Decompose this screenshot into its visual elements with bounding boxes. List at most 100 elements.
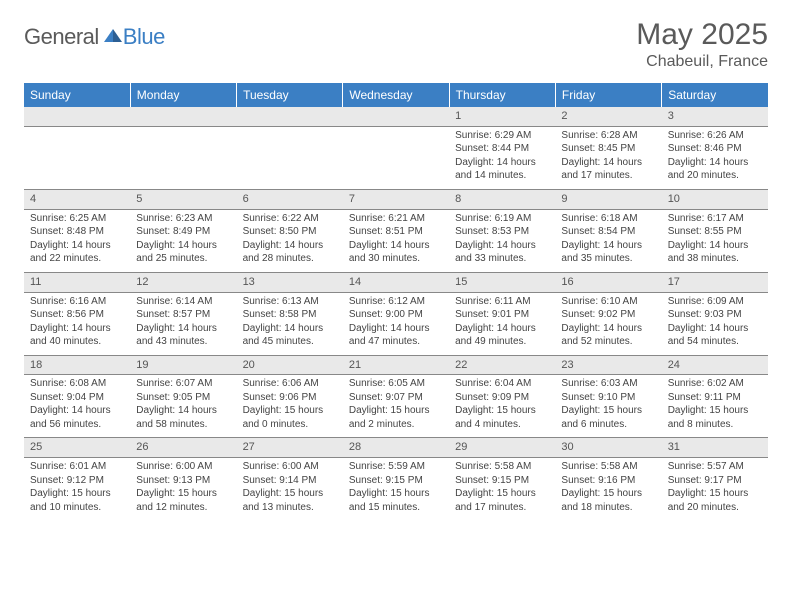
day-number-cell bbox=[130, 107, 236, 126]
sunrise-text: Sunrise: 6:08 AM bbox=[30, 377, 124, 391]
sunset-text: Sunset: 9:02 PM bbox=[561, 308, 655, 322]
sunset-text: Sunset: 8:54 PM bbox=[561, 225, 655, 239]
daylight-text: Daylight: 15 hours and 12 minutes. bbox=[136, 487, 230, 514]
day-number-cell: 25 bbox=[24, 438, 130, 458]
daylight-text: Daylight: 15 hours and 10 minutes. bbox=[30, 487, 124, 514]
day-number-cell: 20 bbox=[237, 355, 343, 375]
day-number-cell: 30 bbox=[555, 438, 661, 458]
day-content-cell: Sunrise: 6:00 AMSunset: 9:14 PMDaylight:… bbox=[237, 458, 343, 521]
sunset-text: Sunset: 9:04 PM bbox=[30, 391, 124, 405]
day-number-cell: 21 bbox=[343, 355, 449, 375]
daylight-text: Daylight: 14 hours and 20 minutes. bbox=[668, 156, 762, 183]
day-content-cell: Sunrise: 6:26 AMSunset: 8:46 PMDaylight:… bbox=[662, 126, 768, 189]
location-label: Chabeuil, France bbox=[636, 53, 768, 71]
day-content-cell: Sunrise: 6:11 AMSunset: 9:01 PMDaylight:… bbox=[449, 292, 555, 355]
daylight-text: Daylight: 14 hours and 35 minutes. bbox=[561, 239, 655, 266]
logo-text-blue: Blue bbox=[123, 24, 165, 50]
sunset-text: Sunset: 8:51 PM bbox=[349, 225, 443, 239]
day-number-cell: 19 bbox=[130, 355, 236, 375]
day-number-cell: 14 bbox=[343, 272, 449, 292]
day-content-cell: Sunrise: 6:23 AMSunset: 8:49 PMDaylight:… bbox=[130, 209, 236, 272]
day-content-cell: Sunrise: 6:18 AMSunset: 8:54 PMDaylight:… bbox=[555, 209, 661, 272]
sunrise-text: Sunrise: 6:19 AM bbox=[455, 212, 549, 226]
sunrise-text: Sunrise: 6:21 AM bbox=[349, 212, 443, 226]
daylight-text: Daylight: 14 hours and 22 minutes. bbox=[30, 239, 124, 266]
sunset-text: Sunset: 9:09 PM bbox=[455, 391, 549, 405]
day-content-cell: Sunrise: 6:21 AMSunset: 8:51 PMDaylight:… bbox=[343, 209, 449, 272]
day-content-cell: Sunrise: 6:06 AMSunset: 9:06 PMDaylight:… bbox=[237, 375, 343, 438]
day-content-cell: Sunrise: 6:17 AMSunset: 8:55 PMDaylight:… bbox=[662, 209, 768, 272]
sunrise-text: Sunrise: 6:26 AM bbox=[668, 129, 762, 143]
day-content-cell bbox=[130, 126, 236, 189]
daylight-text: Daylight: 15 hours and 18 minutes. bbox=[561, 487, 655, 514]
day-number-cell: 24 bbox=[662, 355, 768, 375]
day-content-cell: Sunrise: 6:14 AMSunset: 8:57 PMDaylight:… bbox=[130, 292, 236, 355]
logo-text-general: General bbox=[24, 24, 99, 50]
sunrise-text: Sunrise: 6:09 AM bbox=[668, 295, 762, 309]
day-content-cell: Sunrise: 6:08 AMSunset: 9:04 PMDaylight:… bbox=[24, 375, 130, 438]
daylight-text: Daylight: 14 hours and 40 minutes. bbox=[30, 322, 124, 349]
day-number-cell: 5 bbox=[130, 189, 236, 209]
sunrise-text: Sunrise: 6:17 AM bbox=[668, 212, 762, 226]
day-number-cell: 11 bbox=[24, 272, 130, 292]
daylight-text: Daylight: 14 hours and 56 minutes. bbox=[30, 404, 124, 431]
daylight-text: Daylight: 14 hours and 54 minutes. bbox=[668, 322, 762, 349]
day-content-cell bbox=[24, 126, 130, 189]
day-number-cell: 16 bbox=[555, 272, 661, 292]
daylight-text: Daylight: 14 hours and 49 minutes. bbox=[455, 322, 549, 349]
sunrise-text: Sunrise: 5:57 AM bbox=[668, 460, 762, 474]
sunset-text: Sunset: 8:58 PM bbox=[243, 308, 337, 322]
day-content-cell: Sunrise: 6:19 AMSunset: 8:53 PMDaylight:… bbox=[449, 209, 555, 272]
day-content-row: Sunrise: 6:29 AMSunset: 8:44 PMDaylight:… bbox=[24, 126, 768, 189]
day-number-row: 11121314151617 bbox=[24, 272, 768, 292]
day-content-row: Sunrise: 6:25 AMSunset: 8:48 PMDaylight:… bbox=[24, 209, 768, 272]
header: General Blue May 2025 Chabeuil, France bbox=[24, 18, 768, 71]
daylight-text: Daylight: 14 hours and 38 minutes. bbox=[668, 239, 762, 266]
daylight-text: Daylight: 14 hours and 14 minutes. bbox=[455, 156, 549, 183]
daylight-text: Daylight: 14 hours and 28 minutes. bbox=[243, 239, 337, 266]
day-number-cell: 29 bbox=[449, 438, 555, 458]
daylight-text: Daylight: 15 hours and 20 minutes. bbox=[668, 487, 762, 514]
day-number-cell bbox=[237, 107, 343, 126]
sunset-text: Sunset: 8:57 PM bbox=[136, 308, 230, 322]
day-content-row: Sunrise: 6:08 AMSunset: 9:04 PMDaylight:… bbox=[24, 375, 768, 438]
sunset-text: Sunset: 8:44 PM bbox=[455, 142, 549, 156]
day-number-cell: 4 bbox=[24, 189, 130, 209]
sunrise-text: Sunrise: 6:10 AM bbox=[561, 295, 655, 309]
sunset-text: Sunset: 9:15 PM bbox=[349, 474, 443, 488]
day-number-cell: 23 bbox=[555, 355, 661, 375]
day-number-cell: 1 bbox=[449, 107, 555, 126]
daylight-text: Daylight: 14 hours and 58 minutes. bbox=[136, 404, 230, 431]
day-number-cell: 6 bbox=[237, 189, 343, 209]
day-content-cell: Sunrise: 6:29 AMSunset: 8:44 PMDaylight:… bbox=[449, 126, 555, 189]
day-number-cell: 15 bbox=[449, 272, 555, 292]
day-number-cell: 17 bbox=[662, 272, 768, 292]
daylight-text: Daylight: 14 hours and 17 minutes. bbox=[561, 156, 655, 183]
sunset-text: Sunset: 8:45 PM bbox=[561, 142, 655, 156]
day-content-cell: Sunrise: 6:10 AMSunset: 9:02 PMDaylight:… bbox=[555, 292, 661, 355]
daylight-text: Daylight: 15 hours and 4 minutes. bbox=[455, 404, 549, 431]
day-content-cell bbox=[237, 126, 343, 189]
daylight-text: Daylight: 14 hours and 47 minutes. bbox=[349, 322, 443, 349]
sunset-text: Sunset: 9:05 PM bbox=[136, 391, 230, 405]
sunrise-text: Sunrise: 6:16 AM bbox=[30, 295, 124, 309]
day-number-cell: 7 bbox=[343, 189, 449, 209]
sunset-text: Sunset: 9:15 PM bbox=[455, 474, 549, 488]
sunset-text: Sunset: 9:06 PM bbox=[243, 391, 337, 405]
title-block: May 2025 Chabeuil, France bbox=[636, 18, 768, 71]
sunset-text: Sunset: 8:46 PM bbox=[668, 142, 762, 156]
sunset-text: Sunset: 9:01 PM bbox=[455, 308, 549, 322]
sunset-text: Sunset: 9:13 PM bbox=[136, 474, 230, 488]
sunset-text: Sunset: 9:14 PM bbox=[243, 474, 337, 488]
weekday-header-row: Sunday Monday Tuesday Wednesday Thursday… bbox=[24, 83, 768, 107]
sunrise-text: Sunrise: 6:25 AM bbox=[30, 212, 124, 226]
sunset-text: Sunset: 9:16 PM bbox=[561, 474, 655, 488]
sunrise-text: Sunrise: 6:00 AM bbox=[243, 460, 337, 474]
day-number-cell bbox=[343, 107, 449, 126]
day-content-row: Sunrise: 6:01 AMSunset: 9:12 PMDaylight:… bbox=[24, 458, 768, 521]
day-number-row: 123 bbox=[24, 107, 768, 126]
sunset-text: Sunset: 8:56 PM bbox=[30, 308, 124, 322]
daylight-text: Daylight: 14 hours and 52 minutes. bbox=[561, 322, 655, 349]
day-number-row: 45678910 bbox=[24, 189, 768, 209]
sunrise-text: Sunrise: 6:04 AM bbox=[455, 377, 549, 391]
